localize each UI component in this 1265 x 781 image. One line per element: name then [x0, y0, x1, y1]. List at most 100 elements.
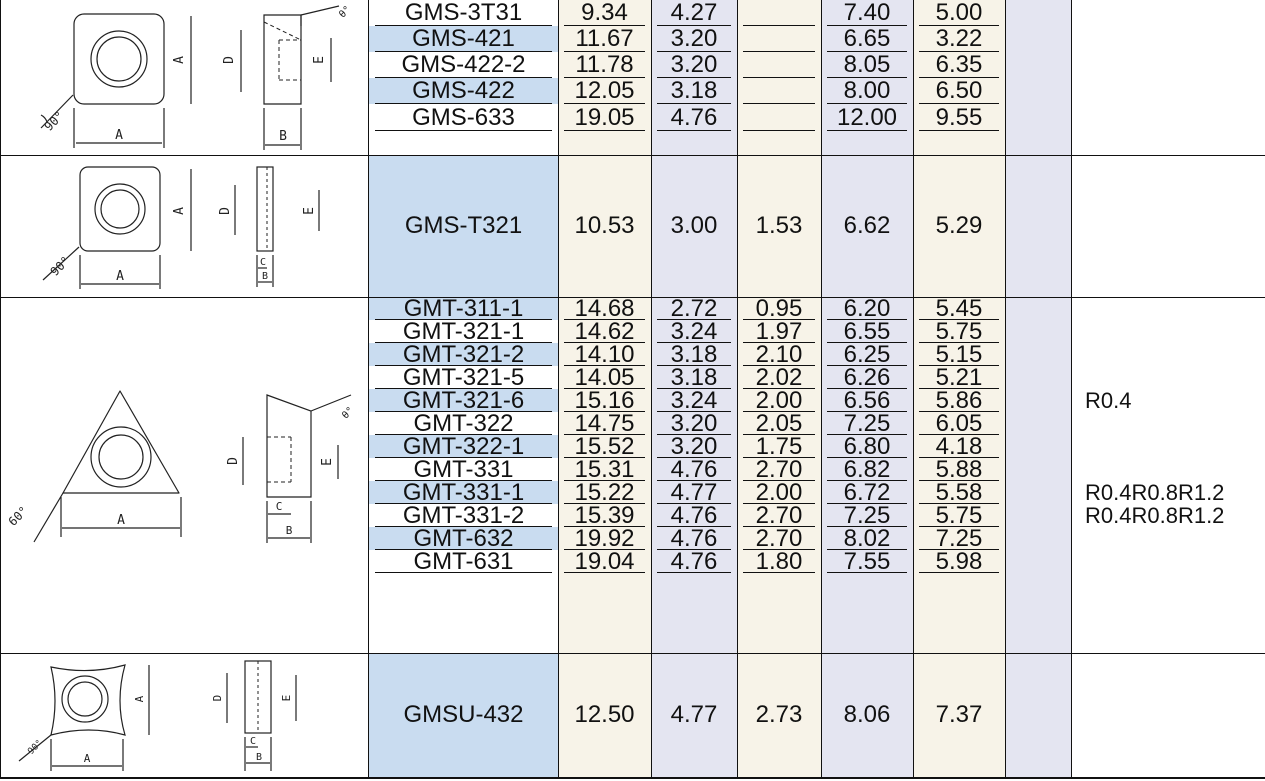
- row-rule: [827, 365, 907, 366]
- note-cell: [1085, 412, 1265, 435]
- row-rule: [743, 503, 815, 504]
- model-cell: GMT-631: [413, 547, 514, 575]
- value-cell-e: 5.45: [935, 294, 983, 322]
- row-rule: [743, 342, 815, 343]
- svg-text:A: A: [172, 207, 187, 215]
- note-cell: R0.4R0.8R1.2: [1085, 479, 1225, 505]
- row-rule: [375, 130, 552, 131]
- note-cell: [1085, 653, 1265, 777]
- row-rule: [743, 103, 815, 104]
- row-rule: [375, 51, 552, 52]
- svg-text:60°: 60°: [6, 504, 31, 529]
- svg-text:B: B: [279, 129, 287, 144]
- svg-text:E: E: [320, 458, 335, 466]
- svg-text:B: B: [256, 752, 262, 763]
- row-rule: [564, 77, 645, 78]
- value-cell-d: 7.40: [843, 0, 891, 26]
- model-cell: GMT-321-2: [402, 340, 525, 368]
- row-rule: [919, 77, 999, 78]
- value-cell-c: [737, 78, 821, 104]
- value-cell-c: [737, 104, 821, 131]
- value-cell-e: 5.75: [935, 317, 983, 345]
- row-rule: [564, 549, 645, 550]
- note-cell: [1085, 435, 1265, 458]
- svg-text:A: A: [172, 56, 187, 64]
- row-rule: [919, 572, 999, 573]
- value-cell-e: 5.75: [935, 501, 983, 529]
- value-cell-b: 3.18: [670, 363, 718, 391]
- square-step-insert-figure: 90° A A D E C B: [42, 166, 320, 289]
- value-cell-e: 5.21: [935, 363, 983, 391]
- row-rule: [564, 319, 645, 320]
- value-cell-a: 11.67: [575, 25, 634, 52]
- row-rule: [375, 503, 552, 504]
- model-cell: GMS-421: [412, 25, 515, 52]
- value-cell-b: 4.77: [670, 478, 718, 506]
- note-cell: [1085, 52, 1265, 78]
- model-highlight: [369, 78, 558, 104]
- column-divider: [651, 0, 652, 777]
- row-rule: [564, 51, 645, 52]
- value-cell-a: 19.04: [574, 547, 635, 575]
- row-rule: [564, 388, 645, 389]
- value-cell-e: 5.00: [935, 0, 983, 26]
- row-rule: [827, 572, 907, 573]
- row-rule: [743, 549, 815, 550]
- model-cell: GMT-311-1: [403, 294, 524, 322]
- value-cell-e: 7.37: [935, 701, 983, 728]
- model-cell: GMS-3T31: [404, 0, 523, 26]
- row-rule: [827, 411, 907, 412]
- row-rule: [657, 77, 731, 78]
- value-cell-a: 12.05: [574, 77, 635, 104]
- value-cell-b: 3.20: [670, 409, 718, 437]
- row-rule: [919, 388, 999, 389]
- value-cell-a: 15.16: [574, 386, 635, 414]
- value-cell-b: 4.27: [670, 0, 718, 26]
- row-rule: [919, 411, 999, 412]
- value-cell-b: 3.20: [670, 25, 718, 52]
- row-rule: [827, 388, 907, 389]
- row-rule: [375, 103, 552, 104]
- row-rule: [827, 130, 907, 131]
- value-cell-c: 2.05: [755, 409, 803, 437]
- row-rule: [375, 342, 552, 343]
- value-cell-c: 1.53: [755, 212, 803, 239]
- value-cell-b: 4.76: [670, 103, 718, 131]
- row-rule: [375, 434, 552, 435]
- model-highlight: [369, 389, 558, 412]
- value-cell-b: 3.18: [670, 340, 718, 368]
- value-cell-a: 12.50: [574, 701, 635, 728]
- value-cell-c: 2.00: [755, 386, 803, 414]
- row-rule: [919, 319, 999, 320]
- svg-text:C: C: [250, 736, 256, 747]
- row-rule: [743, 411, 815, 412]
- row-rule: [375, 319, 552, 320]
- svg-text:A: A: [117, 513, 125, 528]
- row-rule: [743, 25, 815, 26]
- column-divider: [737, 0, 738, 777]
- value-cell-d: 6.82: [843, 455, 891, 483]
- value-cell-e: 5.58: [935, 478, 983, 506]
- value-cell-d: 7.55: [843, 547, 891, 575]
- value-cell-a: 15.31: [574, 455, 635, 483]
- row-rule: [743, 434, 815, 435]
- value-cell-d: 12.00: [836, 103, 898, 131]
- row-rule: [375, 480, 552, 481]
- row-rule: [827, 526, 907, 527]
- svg-text:A: A: [116, 269, 124, 284]
- svg-text:B: B: [262, 271, 268, 282]
- value-cell-e: 5.88: [935, 455, 983, 483]
- column-divider: [821, 0, 822, 777]
- row-rule: [919, 457, 999, 458]
- row-rule: [657, 319, 731, 320]
- row-rule: [827, 103, 907, 104]
- note-cell: R0.4R0.8R1.2: [1085, 502, 1225, 528]
- value-cell-c: [737, 0, 821, 26]
- value-cell-a: 14.68: [574, 294, 635, 322]
- value-cell-a: 14.75: [574, 409, 635, 437]
- value-cell-b: 4.76: [670, 524, 718, 552]
- note-cell: [1085, 366, 1265, 389]
- row-rule: [743, 319, 815, 320]
- svg-text:D: D: [222, 56, 237, 64]
- value-cell-d: 7.25: [843, 501, 891, 529]
